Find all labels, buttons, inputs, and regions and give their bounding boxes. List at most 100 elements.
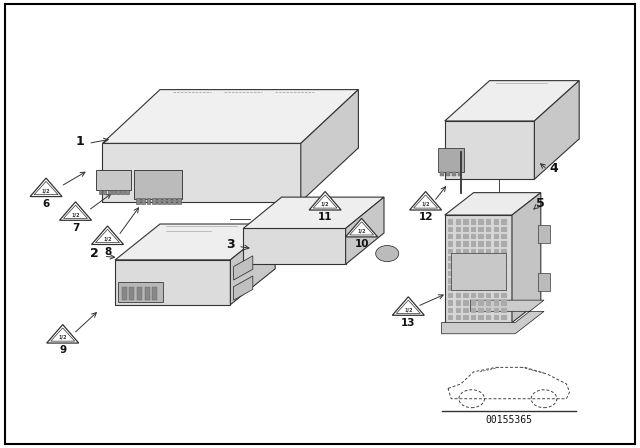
Bar [448,285,453,291]
Bar [471,234,476,239]
Polygon shape [234,256,253,280]
Bar [448,315,453,320]
Bar [471,315,476,320]
Text: 9: 9 [59,345,67,355]
Bar [479,234,484,239]
Bar [116,190,120,194]
Bar [118,282,163,302]
Bar [463,263,468,269]
Bar [456,293,461,298]
Polygon shape [243,197,384,228]
Bar [103,190,106,194]
Bar [137,287,142,300]
Bar [456,278,461,284]
Text: 8: 8 [104,247,111,257]
Bar [479,300,484,306]
Bar [448,249,453,254]
Text: 00155365: 00155365 [485,415,532,425]
Text: 13: 13 [401,318,415,327]
Bar [456,285,461,291]
Bar [479,315,484,320]
Bar [479,293,484,298]
Bar [501,278,507,284]
Bar [456,271,461,276]
Bar [456,241,461,247]
Bar [479,278,484,284]
Polygon shape [301,90,358,202]
Polygon shape [346,219,378,237]
Text: 1/2: 1/2 [42,189,51,194]
Bar [108,190,111,194]
Bar [456,308,461,313]
Polygon shape [115,260,230,305]
Bar [448,300,453,306]
Bar [471,308,476,313]
Polygon shape [102,143,301,202]
Bar [136,198,140,204]
Bar [486,241,492,247]
Bar [463,219,468,224]
Bar [463,293,468,298]
Bar [538,273,550,291]
Text: 6: 6 [42,199,50,209]
Bar [463,234,468,239]
Bar [479,271,484,276]
Polygon shape [512,193,541,323]
Bar [493,234,499,239]
Polygon shape [47,324,79,343]
Bar [493,271,499,276]
Bar [501,285,507,291]
Bar [479,256,484,262]
Bar [486,315,492,320]
Bar [538,225,550,243]
Bar [157,198,161,204]
Bar [493,256,499,262]
Text: 5: 5 [536,197,545,211]
Polygon shape [234,276,253,300]
Bar [493,308,499,313]
Bar [121,190,124,194]
Text: 12: 12 [419,212,433,222]
Bar [456,315,461,320]
Bar [463,300,468,306]
Bar [456,227,461,232]
Bar [486,249,492,254]
Bar [501,249,507,254]
Polygon shape [346,197,384,264]
Bar [493,249,499,254]
Bar [486,308,492,313]
Bar [501,300,507,306]
Bar [463,227,468,232]
Polygon shape [309,192,341,210]
Bar [152,287,157,300]
Text: 1/2: 1/2 [321,202,330,207]
Text: 4: 4 [549,161,558,175]
Polygon shape [445,81,579,121]
Text: 1: 1 [76,134,84,148]
Polygon shape [30,178,62,197]
Bar [479,263,484,269]
Text: 1/2: 1/2 [421,202,430,207]
Bar [448,256,453,262]
Bar [448,219,453,224]
Bar [456,256,461,262]
Bar [471,263,476,269]
Polygon shape [445,215,512,323]
Bar [456,249,461,254]
Bar [456,300,461,306]
Text: 1/2: 1/2 [404,307,413,312]
Bar [125,190,129,194]
Bar [471,293,476,298]
Bar [479,241,484,247]
Bar [486,263,492,269]
Bar [451,253,506,290]
Bar [446,172,450,176]
Text: 1/2: 1/2 [357,229,366,234]
Bar [486,271,492,276]
Bar [501,241,507,247]
Bar [463,241,468,247]
Bar [162,198,166,204]
Bar [99,190,102,194]
Text: 3: 3 [226,237,235,251]
Bar [448,271,453,276]
